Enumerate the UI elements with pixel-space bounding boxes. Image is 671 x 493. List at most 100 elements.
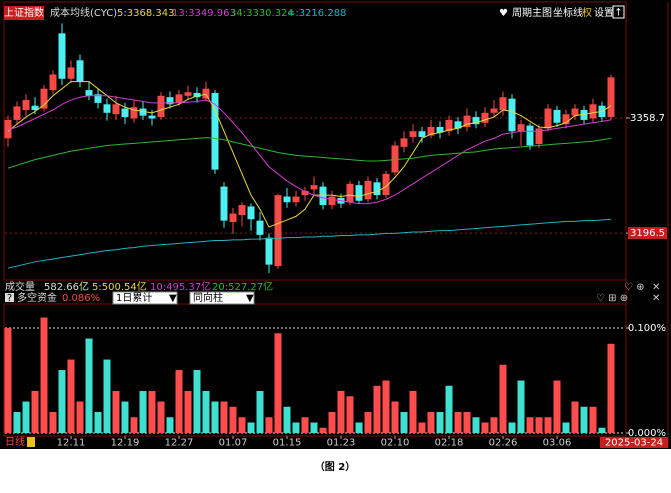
candle-body bbox=[580, 109, 588, 120]
candle-body bbox=[202, 88, 210, 99]
close-icon[interactable]: ✕ bbox=[652, 293, 660, 304]
favorite-icon[interactable]: ♥ bbox=[499, 8, 508, 19]
candle-body bbox=[157, 95, 165, 118]
toolbar-item[interactable]: 权 bbox=[582, 6, 592, 19]
bar bbox=[571, 401, 579, 433]
candle-body bbox=[49, 74, 57, 91]
close-icon[interactable]: ✕ bbox=[652, 282, 660, 293]
toolbar-item[interactable]: 设置 bbox=[594, 7, 614, 19]
bar bbox=[400, 412, 408, 433]
period-icon[interactable] bbox=[27, 437, 35, 447]
candle-body bbox=[256, 220, 264, 235]
candle-body bbox=[31, 105, 39, 110]
bar bbox=[31, 391, 39, 433]
bar bbox=[499, 364, 507, 433]
bar bbox=[193, 370, 201, 433]
x-tick-label: 01.15 bbox=[273, 438, 302, 449]
candle-body bbox=[184, 92, 192, 96]
y-tick-label: 3358.7 bbox=[630, 113, 665, 124]
x-tick-label: 12.19 bbox=[111, 438, 140, 449]
candle-body bbox=[175, 94, 183, 103]
bar bbox=[346, 396, 354, 433]
candle-body bbox=[607, 77, 615, 118]
bar bbox=[364, 412, 372, 433]
candle-body bbox=[526, 125, 534, 146]
candle-body bbox=[544, 108, 552, 129]
legend: 5:3368.34313:3349.96334:3330.324∞:3216.2… bbox=[117, 8, 346, 19]
candle-body bbox=[301, 190, 309, 196]
candle-body bbox=[373, 182, 381, 196]
bar bbox=[94, 412, 102, 433]
bar bbox=[220, 401, 228, 433]
panel-icons[interactable]: ♡ ⊞ ⊕ bbox=[596, 293, 628, 304]
bar bbox=[49, 412, 57, 433]
help-icon[interactable] bbox=[5, 293, 14, 302]
candle-body bbox=[67, 67, 75, 79]
candle-body bbox=[283, 196, 291, 203]
candle-body bbox=[76, 60, 84, 82]
candle-body bbox=[436, 127, 444, 133]
candle-body bbox=[418, 131, 426, 137]
bar bbox=[229, 406, 237, 433]
bar bbox=[166, 417, 174, 433]
y-tick-label: 0.100% bbox=[628, 323, 666, 334]
bar bbox=[130, 417, 138, 433]
legend-entry: ∞:3216.288 bbox=[287, 8, 346, 19]
bar bbox=[112, 391, 120, 433]
legend-entry: 5:3368.343 bbox=[117, 8, 174, 19]
bar bbox=[436, 412, 444, 433]
candle-body bbox=[517, 124, 525, 132]
toolbar-item[interactable]: 主图 bbox=[532, 7, 552, 19]
help-mark: ? bbox=[7, 293, 12, 304]
candle-body bbox=[319, 186, 327, 206]
expand-icon[interactable] bbox=[612, 5, 625, 19]
candle-body bbox=[445, 119, 453, 132]
x-tick-label: 02.18 bbox=[435, 438, 464, 449]
dropdown-label: 同向柱 bbox=[193, 291, 223, 304]
candle-body bbox=[13, 106, 21, 120]
candle-body bbox=[4, 119, 12, 139]
bar bbox=[355, 422, 363, 433]
date-label-box bbox=[600, 437, 668, 448]
bar bbox=[409, 391, 417, 433]
toolbar-item[interactable]: 坐标线 bbox=[553, 6, 583, 19]
candle-body bbox=[589, 104, 597, 119]
candle-body bbox=[499, 97, 507, 110]
candle-body bbox=[121, 108, 129, 118]
bar bbox=[175, 370, 183, 433]
candle-body bbox=[58, 33, 66, 79]
bar bbox=[445, 385, 453, 433]
x-tick-label: 12.11 bbox=[57, 438, 86, 449]
x-tick-label: 12.27 bbox=[165, 438, 194, 449]
expand-arrow: ↑ bbox=[614, 8, 622, 19]
y-tick-label: 0.000% bbox=[628, 428, 666, 439]
panel-icons[interactable]: ♡ ⊕ bbox=[624, 282, 645, 293]
bar bbox=[535, 417, 543, 433]
candle-body bbox=[40, 88, 48, 109]
ma-line bbox=[7, 81, 612, 228]
toolbar-item[interactable]: 周期 bbox=[512, 7, 532, 19]
bar bbox=[472, 417, 480, 433]
candle-body bbox=[454, 121, 462, 129]
bar bbox=[283, 406, 291, 433]
caption: （图 2） bbox=[315, 460, 355, 473]
volume-value: 582.66亿 bbox=[44, 280, 89, 293]
dropdown[interactable] bbox=[189, 291, 255, 305]
candle-body bbox=[94, 94, 102, 103]
volume-title: 成交量 bbox=[5, 280, 35, 293]
candle-body bbox=[112, 104, 120, 115]
tick-label-box bbox=[628, 227, 667, 240]
bar bbox=[562, 422, 570, 433]
candle-body bbox=[85, 90, 93, 96]
bar bbox=[238, 417, 246, 433]
dropdown-arrow: ▼ bbox=[169, 293, 177, 304]
dropdown[interactable] bbox=[112, 291, 178, 305]
candle-body bbox=[193, 92, 201, 98]
bar bbox=[265, 417, 273, 433]
bar bbox=[58, 370, 66, 433]
bar bbox=[85, 338, 93, 433]
volume-ma: 5:500.54亿 bbox=[92, 280, 147, 293]
toolbar: 周期 主图 坐标线权设置 bbox=[512, 6, 614, 19]
